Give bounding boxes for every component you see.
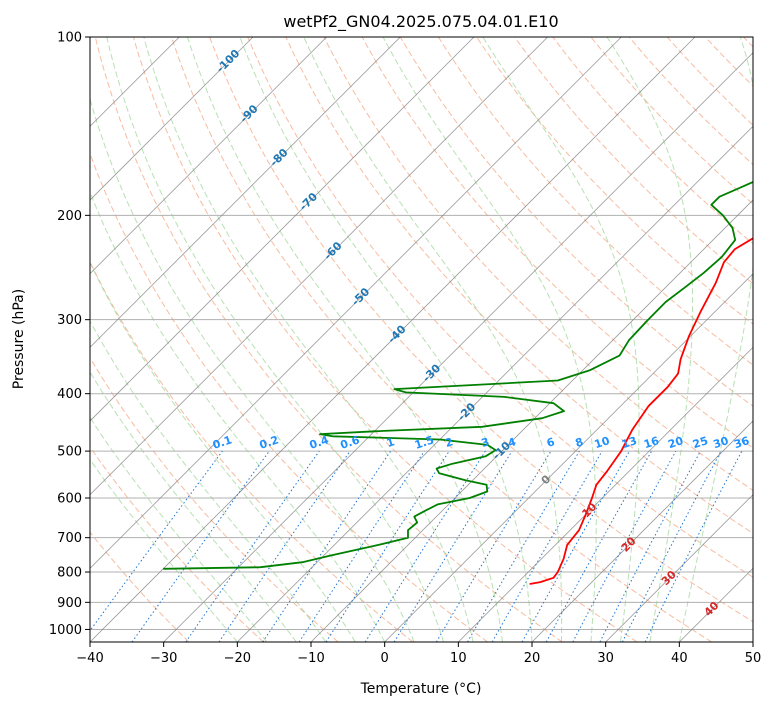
dry-adiabat: [94, 37, 563, 642]
mixing-ratio-label: 4: [506, 435, 518, 450]
sounding-lines: [163, 180, 753, 585]
mixing-ratio-line: [545, 450, 653, 642]
y-tick-label: 500: [57, 445, 82, 460]
moist-adiabat: [90, 370, 297, 642]
isotherm-gridline: [90, 37, 622, 569]
isotherm-gridline: [458, 346, 753, 642]
moist-adiabat: [90, 261, 356, 642]
x-tick-label: −30: [150, 651, 177, 666]
isotherm-gridline: [90, 37, 475, 422]
mixing-ratio-label: 0.4: [308, 433, 331, 451]
dry-adiabat: [90, 260, 414, 642]
y-tick-label: 300: [57, 313, 82, 328]
isotherm-gridline: [237, 125, 753, 642]
y-tick-label: 900: [57, 596, 82, 611]
mixing-ratio-line: [644, 450, 743, 642]
x-tick-label: 40: [671, 651, 688, 666]
moist-adiabat: [187, 37, 503, 642]
moist-adiabat: [143, 37, 474, 642]
mixing-ratio-label: 16: [642, 434, 661, 451]
dry-adiabat: [247, 37, 753, 578]
y-tick-label: 700: [57, 531, 82, 546]
dry-adiabat: [90, 356, 339, 642]
isotherm-gridline: [90, 37, 548, 496]
mixing-ratio-line: [90, 450, 223, 632]
isotherm-gridline: [531, 420, 753, 642]
moist-adiabat: [90, 190, 386, 642]
mixing-ratio-label: 1: [385, 435, 396, 450]
isotherm-gridline: [90, 37, 696, 642]
dry-adiabat: [285, 37, 753, 535]
dry-adiabat: [209, 37, 753, 623]
mixing-ratio-label: 2: [443, 435, 454, 450]
moist-adiabat: [482, 37, 640, 642]
plot-frame: [89, 36, 754, 643]
temperature-line: [529, 237, 753, 585]
mixing-ratio-line: [298, 450, 425, 642]
y-tick-label: 200: [57, 209, 82, 224]
dry-adiabat: [132, 37, 638, 642]
mixing-ratio-label: 20: [666, 434, 685, 451]
moist-adiabat: [239, 37, 533, 642]
mixing-ratio-label: 0.6: [339, 433, 362, 451]
y-tick-label: 100: [57, 31, 82, 46]
mixing-ratio-line: [131, 450, 270, 642]
x-tick-label: 20: [524, 651, 541, 666]
x-tick-label: −20: [224, 651, 251, 666]
axis-ticks: −40 −30 −20 −10 0 10 20 30 40 5010020030040050060…: [49, 31, 761, 667]
x-tick-label: 30: [597, 651, 614, 666]
dry-adiabat: [437, 37, 753, 366]
x-tick-label: 50: [745, 651, 762, 666]
mixing-ratio-line: [218, 450, 351, 642]
dry-adiabat: [323, 37, 753, 491]
dry-adiabat: [399, 37, 753, 407]
isotherm-gridline: [163, 52, 753, 642]
mixing-ratio-label: 8: [574, 435, 585, 450]
mixing-ratio-label: 25: [691, 434, 710, 451]
mixing-ratio-label: 1.5: [413, 433, 436, 451]
plot-area: [90, 37, 753, 642]
mixing-ratio-line: [393, 450, 513, 642]
isotherm-gridline: [310, 199, 753, 642]
y-tick-label: 600: [57, 492, 82, 507]
isotherm-gridline: [90, 37, 327, 275]
dewpoint-line: [163, 180, 753, 570]
y-axis-label: Pressure (hPa): [11, 289, 27, 389]
mixing-ratio-line: [325, 450, 450, 642]
chart-title: wetPf2_GN04.2025.075.04.01.E10: [283, 12, 558, 32]
moist-adiabat: [678, 37, 753, 642]
isotherm-gridline: [90, 37, 401, 348]
dry-adiabat: [90, 531, 190, 642]
mixing-ratio-label: 10: [593, 434, 612, 451]
mixing-ratio-labels: 0.1 0.2 0.4 0.6 1 1.5 2 3 4 6 8 10 13 16 20 25 30 36: [211, 433, 751, 451]
x-tick-label: −10: [297, 651, 324, 666]
mixing-ratio-line: [262, 450, 392, 642]
x-tick-label: 0: [381, 651, 389, 666]
moist-adiabat: [106, 37, 445, 642]
x-axis-label: Temperature (°C): [360, 681, 482, 697]
moist-adiabat: [90, 458, 238, 642]
mixing-ratio-label: 36: [732, 434, 751, 451]
mixing-ratio-label: 0.2: [258, 433, 281, 451]
mixing-ratio-line: [521, 450, 630, 642]
isotherm-gridline: [605, 494, 753, 642]
mixing-ratio-line: [185, 450, 320, 642]
mixing-ratio-label: 3: [480, 435, 491, 450]
mixing-ratio-label: 30: [712, 434, 731, 451]
x-tick-label: −40: [76, 651, 103, 666]
y-tick-label: 800: [57, 566, 82, 581]
moist-adiabat: [90, 416, 268, 642]
x-tick-label: 10: [450, 651, 467, 666]
isotherm-gridline: [90, 37, 254, 201]
mixing-ratio-label: 13: [620, 434, 639, 451]
y-tick-label: 400: [57, 387, 82, 402]
mixing-ratio-label: 6: [545, 435, 557, 450]
y-tick-label: 1000: [49, 623, 82, 638]
mixing-ratio-label: 0.1: [211, 433, 234, 451]
moist-adiabat: [303, 37, 563, 642]
mixing-ratio-line: [572, 450, 677, 642]
